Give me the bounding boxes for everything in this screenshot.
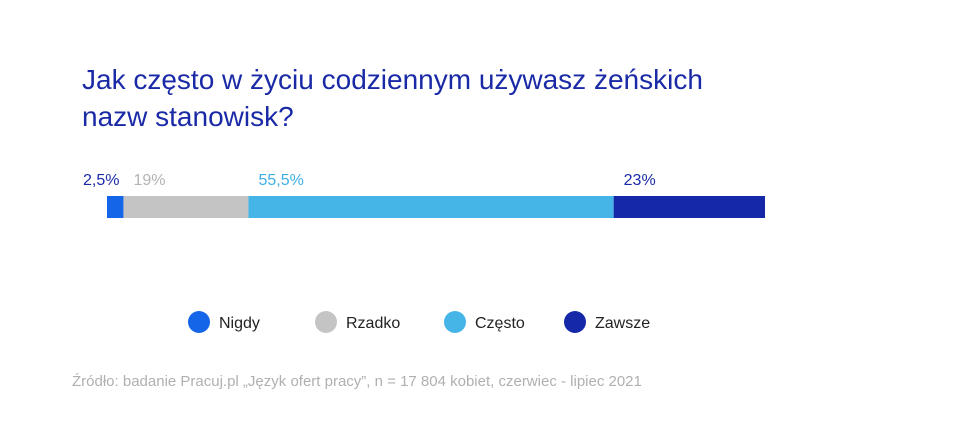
bar-segment-rzadko [123, 196, 249, 218]
legend-item-czesto: Często [444, 311, 525, 333]
legend-swatch-zawsze [564, 311, 586, 333]
legend: Nigdy Rzadko Często Zawsze [188, 311, 650, 333]
legend-item-rzadko: Rzadko [315, 311, 400, 333]
value-label-rzadko: 19% [133, 172, 165, 189]
legend-item-nigdy: Nigdy [188, 311, 260, 333]
chart-title-line-1: Jak często w życiu codziennym używasz że… [82, 64, 703, 95]
legend-label-rzadko: Rzadko [346, 315, 400, 332]
legend-label-nigdy: Nigdy [219, 315, 260, 332]
source-note: Źródło: badanie Pracuj.pl „Język ofert p… [72, 373, 642, 390]
bar-segment-czesto [248, 196, 614, 218]
value-label-zawsze: 23% [624, 172, 656, 189]
legend-item-zawsze: Zawsze [564, 311, 650, 333]
legend-label-zawsze: Zawsze [595, 315, 650, 332]
legend-label-czesto: Często [475, 315, 525, 332]
chart-title: Jak często w życiu codziennym używasz że… [82, 64, 703, 132]
legend-swatch-rzadko [315, 311, 337, 333]
value-labels: 2,5% 19% 55,5% 23% [83, 172, 656, 189]
bar-segment-zawsze [613, 196, 765, 218]
stacked-bar [107, 196, 765, 218]
value-label-czesto: 55,5% [258, 172, 303, 189]
legend-swatch-nigdy [188, 311, 210, 333]
chart-title-line-2: nazw stanowisk? [82, 101, 294, 132]
bar-segment-nigdy [107, 196, 124, 218]
value-label-nigdy: 2,5% [83, 172, 119, 189]
legend-swatch-czesto [444, 311, 466, 333]
